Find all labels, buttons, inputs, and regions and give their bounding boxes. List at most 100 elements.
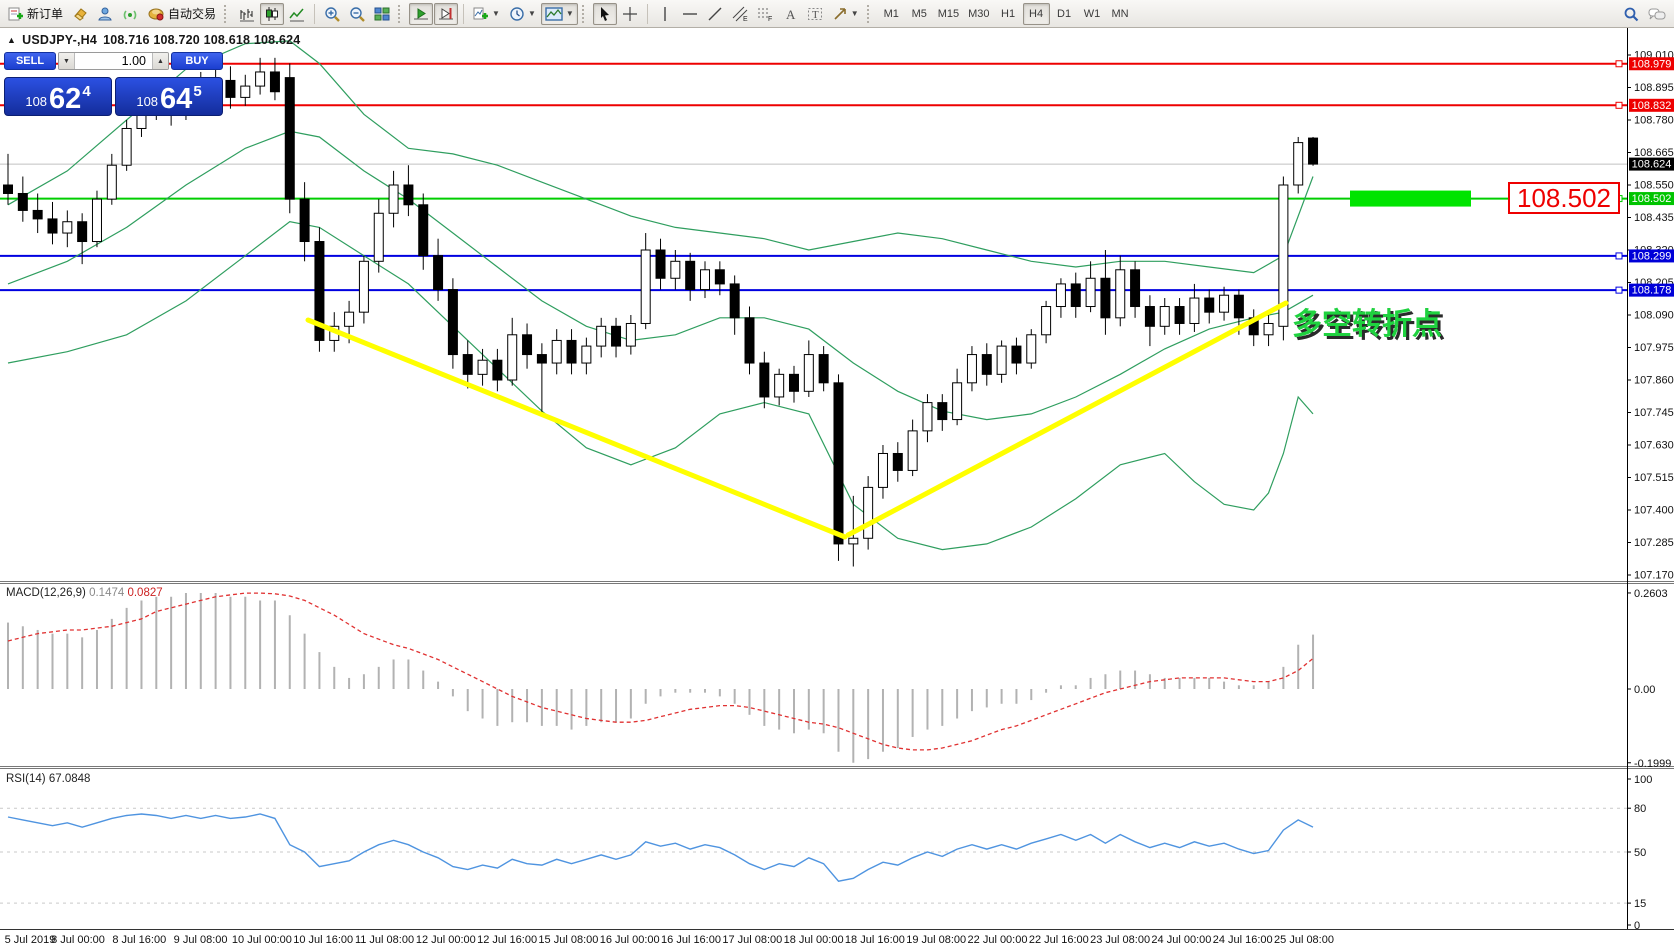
channel-button[interactable]: E: [728, 3, 752, 25]
profiles-button[interactable]: [93, 3, 117, 25]
yellow-trendline[interactable]: [845, 300, 1289, 538]
candle: [1115, 269, 1126, 319]
candle: [596, 325, 607, 347]
chart-shift-button[interactable]: [434, 2, 459, 25]
chat-button[interactable]: [1644, 3, 1670, 25]
candle: [418, 204, 429, 257]
collapse-arrow-icon[interactable]: ▲: [7, 35, 17, 45]
svg-text:0: 0: [1634, 920, 1640, 932]
candle: [1308, 137, 1319, 165]
timeframe-M30[interactable]: M30: [968, 7, 990, 20]
volume-increase-button[interactable]: ▲: [152, 53, 168, 69]
line-handle[interactable]: [1615, 101, 1623, 109]
candle: [1204, 297, 1215, 313]
crosshair-button[interactable]: [618, 3, 642, 25]
styler-button[interactable]: [68, 3, 92, 25]
fibonacci-icon: F: [757, 6, 773, 22]
arrows-button[interactable]: ▼: [828, 3, 863, 25]
timeframe-H1[interactable]: H1: [1001, 7, 1016, 20]
tile-windows-icon: [374, 6, 390, 22]
rsi-line: [7, 813, 1314, 882]
tile-windows-button[interactable]: [370, 3, 394, 25]
new-order-icon: [8, 6, 24, 22]
candle: [433, 255, 444, 291]
trendline-button[interactable]: [703, 3, 727, 25]
candle: [1100, 277, 1111, 319]
templates-button[interactable]: ▼: [540, 2, 578, 25]
candle: [981, 354, 992, 375]
line-handle[interactable]: [1615, 252, 1623, 260]
chart-candles-button[interactable]: [260, 2, 285, 25]
cursor-button[interactable]: [592, 2, 617, 25]
line-handle[interactable]: [1615, 60, 1623, 68]
timeframe-H4[interactable]: H4: [1022, 2, 1050, 25]
candle: [225, 79, 236, 98]
sell-price-display[interactable]: 108 62 4: [4, 77, 112, 116]
candle: [106, 164, 117, 200]
level-callout-text: 108.502: [1517, 183, 1611, 213]
timeframe-M5[interactable]: M5: [911, 7, 927, 20]
periods-button[interactable]: ▼: [505, 3, 540, 25]
zoom-in-button[interactable]: [320, 3, 344, 25]
svg-text:108.665: 108.665: [1634, 147, 1674, 159]
chat-icon: [1648, 6, 1666, 22]
timeframe-M15[interactable]: M15: [937, 7, 960, 20]
auto-scroll-button[interactable]: [409, 2, 434, 25]
timeframe-MN[interactable]: MN: [1111, 7, 1129, 20]
svg-text:50: 50: [1634, 847, 1646, 859]
signals-button[interactable]: [118, 3, 142, 25]
svg-text:108.299: 108.299: [1632, 250, 1672, 262]
fibonacci-button[interactable]: F: [753, 3, 777, 25]
vertical-line-button[interactable]: [653, 3, 677, 25]
turning-point-label[interactable]: 多空转折点: [1292, 308, 1442, 341]
signal-icon: [122, 6, 138, 22]
zoom-out-button[interactable]: [345, 3, 369, 25]
level-callout-box[interactable]: [1508, 182, 1620, 214]
volume-input[interactable]: 1.00: [121, 54, 146, 68]
search-button[interactable]: [1619, 3, 1643, 25]
search-icon: [1623, 6, 1639, 22]
candle: [91, 198, 102, 243]
trade-panel-top-row: SELL ▼ 1.00 ▲ BUY: [4, 52, 223, 70]
candle: [818, 354, 829, 384]
price-level-lines: [0, 60, 1627, 294]
svg-text:108.832: 108.832: [1632, 100, 1672, 112]
horizontal-line-button[interactable]: [678, 3, 702, 25]
rsi-label: RSI(14) 67.0848: [6, 773, 90, 785]
timeframe-W1[interactable]: W1: [1083, 7, 1101, 20]
timeframe-M1[interactable]: M1: [883, 7, 899, 20]
yellow-trendline[interactable]: [305, 317, 848, 540]
chart-shift-icon: [438, 6, 454, 22]
macd-label: MACD(12,26,9) 0.1474 0.0827: [6, 587, 163, 599]
text-button[interactable]: A: [778, 3, 802, 25]
volume-spinner: ▼ 1.00 ▲: [58, 52, 169, 70]
chart-bars-button[interactable]: [235, 3, 259, 25]
chart-line-button[interactable]: [285, 3, 309, 25]
timeframe-D1[interactable]: D1: [1057, 7, 1072, 20]
new-order-button[interactable]: 新订单: [4, 3, 67, 25]
sell-button[interactable]: SELL: [4, 52, 56, 70]
chevron-down-icon: ▼: [850, 9, 859, 18]
price-label-box: [1629, 98, 1674, 112]
buy-button[interactable]: BUY: [171, 52, 223, 70]
bollinger-middle: [7, 130, 1314, 421]
indicators-button[interactable]: ▼: [469, 3, 504, 25]
bollinger-upper: [7, 40, 1314, 274]
volume-decrease-button[interactable]: ▼: [59, 53, 75, 69]
candle: [1219, 294, 1230, 313]
svg-text:108.090: 108.090: [1634, 310, 1674, 322]
price-axis[interactable]: 109.010108.895108.780108.665108.550108.4…: [1627, 50, 1674, 933]
autotrading-button[interactable]: 自动交易: [143, 3, 220, 25]
green-level-zone[interactable]: [1350, 190, 1471, 207]
buy-price-display[interactable]: 108 64 5: [115, 77, 223, 116]
time-label: 12 Jul 16:00: [477, 934, 537, 946]
toolbar-separator: [646, 3, 648, 24]
sell-price-main: 62: [49, 83, 82, 115]
trade-panel-price-row: 108 62 4 108 64 5: [4, 77, 223, 116]
line-handle[interactable]: [1615, 286, 1623, 294]
text-label-button[interactable]: T: [803, 3, 827, 25]
candle: [447, 289, 458, 356]
svg-text:0.2603: 0.2603: [1634, 588, 1668, 600]
